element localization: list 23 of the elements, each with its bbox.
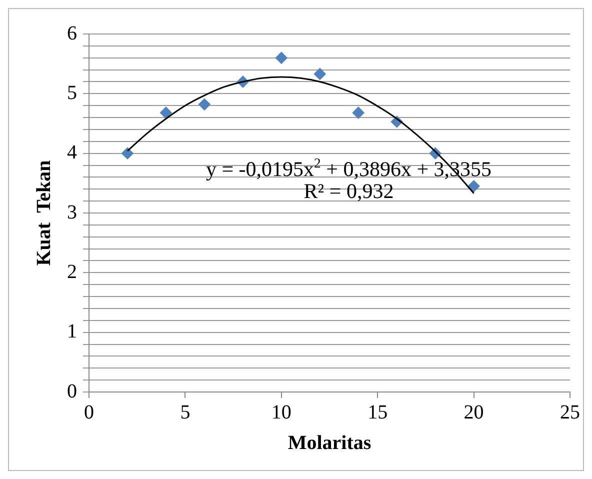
- point: [275, 52, 288, 64]
- point: [198, 98, 210, 110]
- y-tick-label: 5: [67, 82, 77, 104]
- y-axis-title: Kuat Tekan: [33, 160, 56, 266]
- y-tick-label: 2: [67, 260, 77, 283]
- point: [352, 106, 364, 119]
- point: [160, 106, 172, 119]
- x-axis-title: Molaritas: [288, 432, 372, 454]
- y-tick-label: 6: [67, 22, 77, 44]
- y-tick-label: 0: [67, 380, 77, 402]
- x-tick-label: 0: [84, 401, 94, 424]
- point: [314, 68, 326, 80]
- annotation: R² = 0,932: [304, 179, 394, 204]
- x-tick-label: 15: [368, 401, 388, 424]
- y-tick-label: 1: [67, 320, 77, 343]
- x-tick-label: 10: [271, 401, 292, 424]
- x-tick-label: 25: [560, 401, 580, 424]
- y-tick-label: 4: [67, 142, 77, 164]
- x-tick-label: 5: [180, 401, 190, 424]
- y-tick-label: 3: [67, 201, 77, 224]
- point: [121, 147, 134, 160]
- x-tick-label: 20: [464, 401, 484, 424]
- point: [468, 180, 480, 192]
